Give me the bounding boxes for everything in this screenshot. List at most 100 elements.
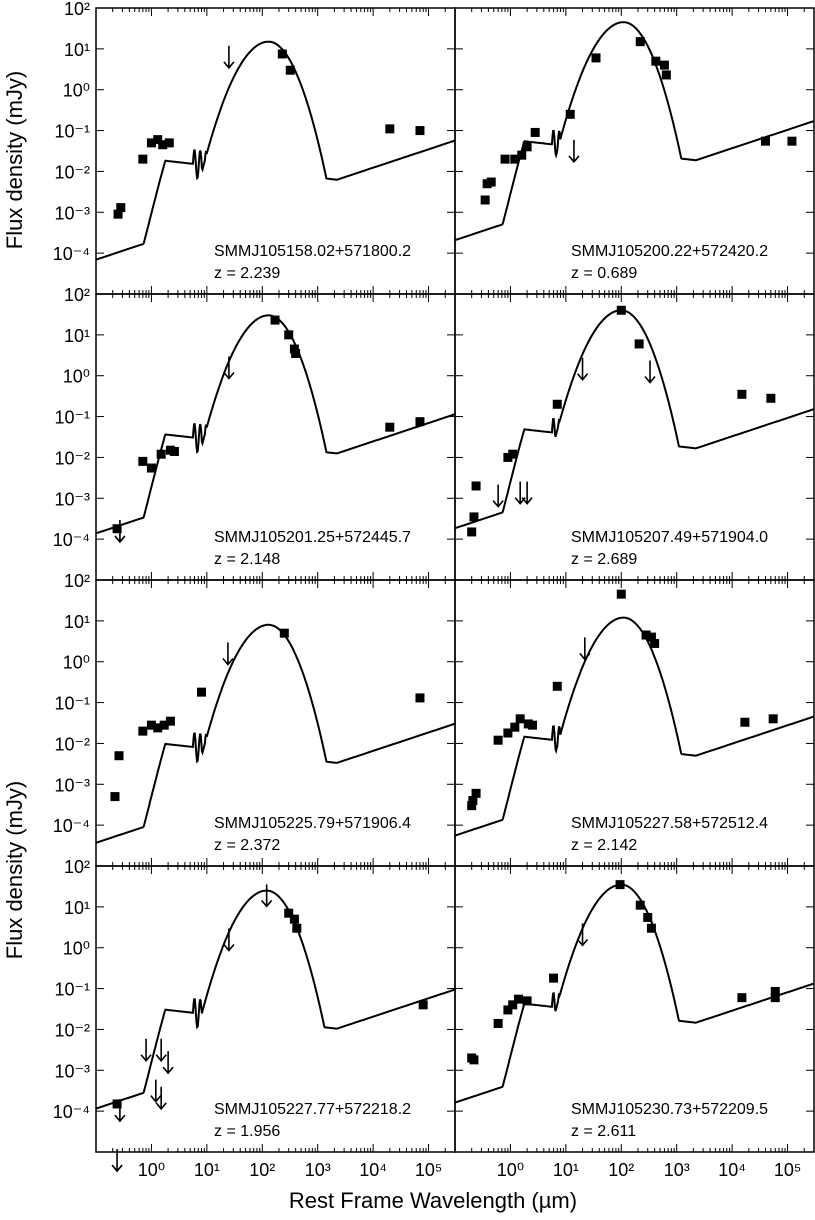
source-name-label: SMMJ105230.73+572209.5 (571, 1101, 768, 1118)
data-point (517, 150, 527, 160)
x-tick-label: 10⁵ (415, 1160, 442, 1180)
upper-limit-arrow (261, 884, 273, 908)
upper-limit-arrow (223, 356, 235, 380)
data-point (616, 305, 626, 315)
data-point (468, 796, 478, 806)
data-point (467, 527, 477, 537)
data-point (591, 53, 601, 63)
upper-limit-arrow (162, 1051, 174, 1075)
upper-limit-arrow (222, 642, 234, 666)
data-point (159, 720, 169, 730)
data-point (385, 422, 395, 432)
y-tick-label: 10⁰ (63, 939, 90, 959)
redshift-label: z = 2.142 (571, 837, 637, 854)
data-point (146, 720, 156, 730)
upper-limit-arrow (155, 1086, 167, 1111)
data-point (138, 456, 148, 466)
upper-limit-arrow (579, 637, 591, 661)
data-point (503, 728, 513, 738)
upper-limit-arrow (576, 923, 589, 947)
y-tick-label: 10⁻⁴ (53, 816, 90, 836)
sed-panel: SMMJ105227.58+572512.4 z = 2.142 (454, 579, 815, 867)
y-tick-label: 10⁻⁴ (53, 530, 90, 550)
data-point (635, 900, 645, 910)
data-point (650, 638, 660, 648)
data-point (116, 203, 126, 213)
data-point (527, 720, 537, 730)
data-point (284, 908, 294, 918)
data-point (508, 1000, 518, 1010)
data-point (138, 726, 148, 736)
model-sed-curve (96, 889, 455, 1110)
redshift-label: z = 0.689 (571, 265, 637, 282)
source-name-label: SMMJ105227.77+572218.2 (214, 1101, 411, 1118)
y-tick-label: 10⁻¹ (54, 694, 90, 714)
data-point (471, 481, 481, 491)
x-tick-label: 10³ (664, 1160, 690, 1180)
data-point (514, 994, 524, 1004)
y-tick-label: 10⁻¹ (54, 408, 90, 428)
data-point (480, 195, 490, 205)
upper-limit-arrow (644, 360, 656, 384)
data-point (615, 880, 625, 890)
data-point (530, 127, 540, 137)
upper-limit-arrow (576, 357, 589, 381)
redshift-label: z = 2.372 (214, 837, 280, 854)
upper-limit-arrow (568, 139, 580, 164)
data-point (503, 1005, 513, 1015)
y-tick-label: 10¹ (64, 612, 90, 632)
source-name-label: SMMJ105201.25+572445.7 (214, 529, 411, 546)
data-point (469, 1055, 479, 1065)
data-point (164, 138, 174, 148)
sed-panel: 10⁰ 10¹ 10² 10³ 10⁴ 10⁵ SMMJ105230.73+572209.5… (454, 865, 815, 1180)
data-point (510, 154, 520, 164)
x-tick-label: 10³ (305, 1160, 331, 1180)
x-tick-label: 10⁵ (774, 1160, 801, 1180)
model-sed-curve (455, 616, 814, 837)
data-point (277, 49, 287, 59)
y-tick-label: 10² (64, 285, 90, 305)
data-point (651, 56, 661, 66)
redshift-label: z = 2.689 (571, 551, 637, 568)
data-point (270, 315, 280, 325)
data-point (646, 632, 656, 642)
model-sed-curve (455, 883, 814, 1104)
data-point (112, 1099, 122, 1109)
model-sed-curve (96, 314, 455, 535)
data-point (284, 330, 294, 340)
x-axis-title: Rest Frame Wavelength (µm) (289, 1188, 577, 1213)
data-point (787, 136, 797, 146)
data-point (415, 126, 425, 136)
source-name-label: SMMJ105227.58+572512.4 (571, 815, 768, 832)
sed-panel: SMMJ105200.22+572420.2 z = 0.689 (454, 7, 815, 295)
data-point (146, 138, 156, 148)
data-point (646, 923, 656, 933)
y-tick-label: 10⁻⁴ (53, 244, 90, 264)
upper-limit-arrow (492, 484, 504, 508)
y-tick-label: 10⁰ (63, 81, 90, 101)
x-tick-label: 10⁰ (497, 1160, 524, 1180)
model-sed-curve (455, 21, 814, 242)
data-point (146, 463, 156, 473)
y-tick-label: 10¹ (64, 326, 90, 346)
y-tick-label: 10⁻³ (54, 203, 90, 223)
model-sed-curve (96, 623, 455, 844)
y-tick-label: 10⁻³ (54, 1061, 90, 1081)
y-tick-label: 10⁰ (63, 653, 90, 673)
data-point (113, 209, 123, 219)
x-tick-label: 10⁴ (718, 1160, 746, 1180)
data-point (616, 589, 626, 599)
y-tick-label: 10² (64, 571, 90, 591)
y-tick-label: 10⁻² (54, 734, 90, 754)
data-point (196, 687, 206, 697)
redshift-label: z = 2.239 (214, 265, 280, 282)
data-point (737, 389, 747, 399)
data-point (770, 993, 780, 1003)
y-tick-label: 10² (64, 0, 90, 19)
data-point (112, 524, 122, 534)
data-point (552, 681, 562, 691)
data-point (565, 109, 575, 119)
data-point (415, 693, 425, 703)
sed-panel: 10⁻⁴ 10⁻³ 10⁻² 10⁻¹ 10⁰ 10¹ 10² 10⁰ 10¹ 10² 10³ 10⁴… (53, 857, 456, 1180)
